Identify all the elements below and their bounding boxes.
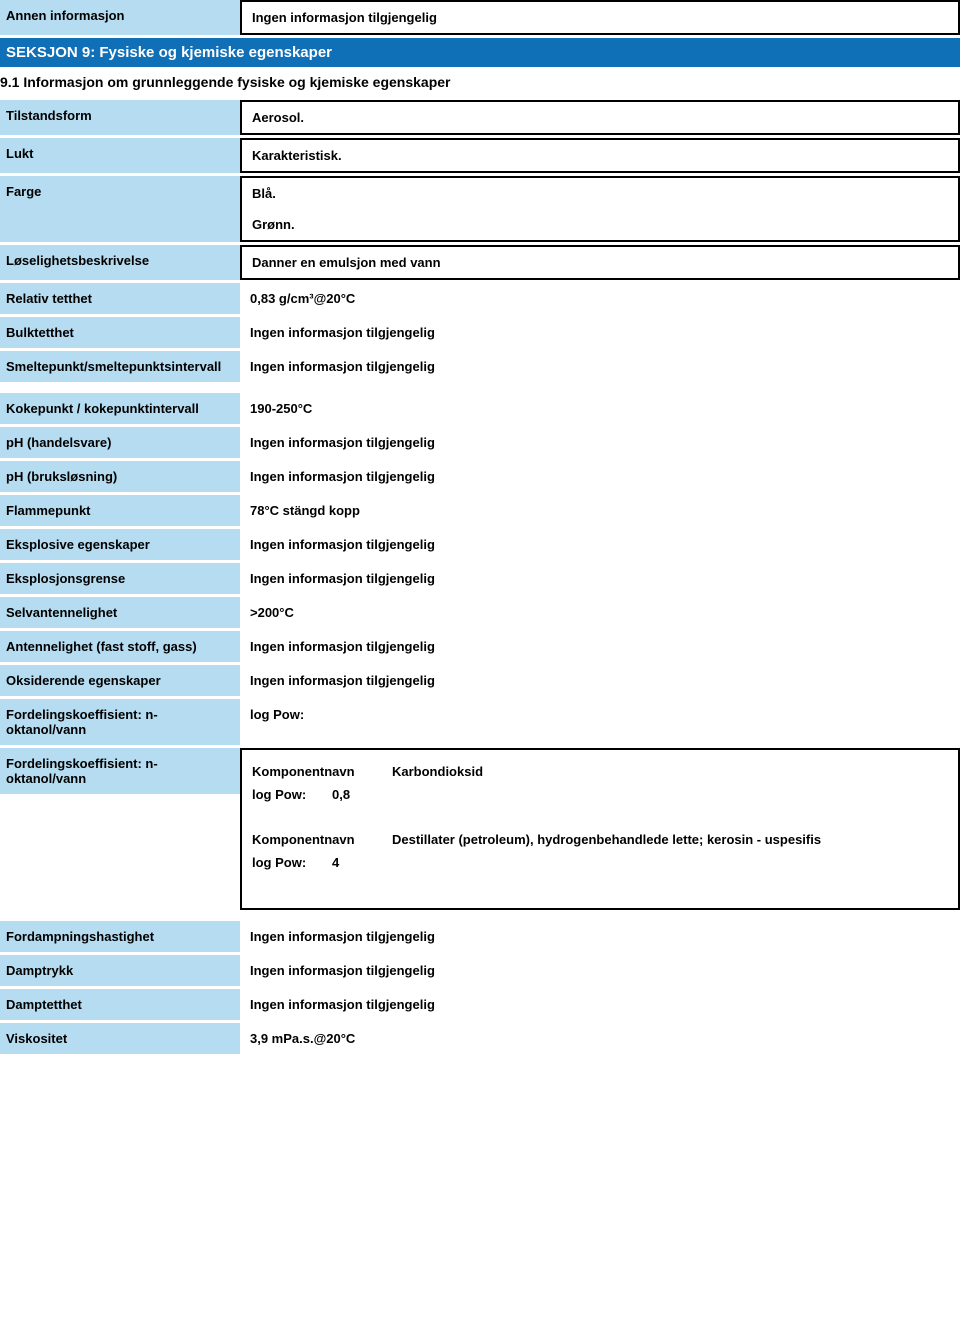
- property-value: Ingen informasjon tilgjengelig: [240, 427, 960, 458]
- property-label: Damptetthet: [0, 989, 240, 1020]
- property-value: Ingen informasjon tilgjengelig: [240, 989, 960, 1020]
- property-label: Løselighetsbeskrivelse: [0, 245, 240, 280]
- property-row: Flammepunkt 78°C stängd kopp: [0, 495, 960, 526]
- property-label: Farge: [0, 176, 240, 242]
- property-label: Viskositet: [0, 1023, 240, 1054]
- property-label: Oksiderende egenskaper: [0, 665, 240, 696]
- property-row: Oksiderende egenskaper Ingen informasjon…: [0, 665, 960, 696]
- property-row: pH (bruksløsning) Ingen informasjon tilg…: [0, 461, 960, 492]
- property-row: Eksplosjonsgrense Ingen informasjon tilg…: [0, 563, 960, 594]
- logpow-value: 4: [332, 855, 948, 870]
- property-label: Bulktetthet: [0, 317, 240, 348]
- component-name: Destillater (petroleum), hydrogenbehandl…: [392, 832, 948, 847]
- property-value-line: Grønn.: [242, 209, 958, 240]
- component-key: Komponentnavn: [252, 832, 392, 847]
- component-key: Komponentnavn: [252, 764, 392, 779]
- property-label: Smeltepunkt/smeltepunktsintervall: [0, 351, 240, 382]
- property-value: Ingen informasjon tilgjengelig: [240, 563, 960, 594]
- property-value: Ingen informasjon tilgjengelig: [240, 665, 960, 696]
- property-value: 190-250°C: [240, 393, 960, 424]
- property-label: Fordelingskoeffisient: n-oktanol/vann: [0, 748, 240, 794]
- property-value-box: Karakteristisk.: [240, 138, 960, 173]
- property-row: Selvantennelighet >200°C: [0, 597, 960, 628]
- property-row: Viskositet 3,9 mPa.s.@20°C: [0, 1023, 960, 1054]
- property-row: Løselighetsbeskrivelse Danner en emulsjo…: [0, 245, 960, 280]
- property-row: Eksplosive egenskaper Ingen informasjon …: [0, 529, 960, 560]
- property-value: >200°C: [240, 597, 960, 628]
- component-name-row: Komponentnavn Karbondioksid: [252, 764, 948, 779]
- property-label: Relativ tetthet: [0, 283, 240, 314]
- property-value: 3,9 mPa.s.@20°C: [240, 1023, 960, 1054]
- property-value-line: Blå.: [242, 178, 958, 209]
- property-row: Farge Blå. Grønn.: [0, 176, 960, 242]
- property-value: Ingen informasjon tilgjengelig: [240, 351, 960, 382]
- property-value: Ingen informasjon tilgjengelig: [240, 529, 960, 560]
- component-group: Komponentnavn Destillater (petroleum), h…: [252, 832, 948, 870]
- property-label: Fordampningshastighet: [0, 921, 240, 952]
- property-label: pH (bruksløsning): [0, 461, 240, 492]
- property-value-box: Aerosol.: [240, 100, 960, 135]
- component-logpow-row: log Pow: 0,8: [252, 787, 948, 802]
- property-label: Flammepunkt: [0, 495, 240, 526]
- component-name: Karbondioksid: [392, 764, 948, 779]
- property-row: Damptrykk Ingen informasjon tilgjengelig: [0, 955, 960, 986]
- property-row: Fordelingskoeffisient: n-oktanol/vann lo…: [0, 699, 960, 745]
- property-row: Fordelingskoeffisient: n-oktanol/vann Ko…: [0, 748, 960, 910]
- component-logpow-row: log Pow: 4: [252, 855, 948, 870]
- property-row: Tilstandsform Aerosol.: [0, 100, 960, 135]
- logpow-key: log Pow:: [252, 787, 332, 802]
- section-header: SEKSJON 9: Fysiske og kjemiske egenskape…: [0, 38, 960, 67]
- property-label: Lukt: [0, 138, 240, 173]
- property-row: Antennelighet (fast stoff, gass) Ingen i…: [0, 631, 960, 662]
- property-row: Bulktetthet Ingen informasjon tilgjengel…: [0, 317, 960, 348]
- property-value: Ingen informasjon tilgjengelig: [240, 921, 960, 952]
- property-label: Selvantennelighet: [0, 597, 240, 628]
- component-group: Komponentnavn Karbondioksid log Pow: 0,8: [252, 764, 948, 802]
- property-row: Fordampningshastighet Ingen informasjon …: [0, 921, 960, 952]
- component-name-row: Komponentnavn Destillater (petroleum), h…: [252, 832, 948, 847]
- property-value: 0,83 g/cm³@20°C: [240, 283, 960, 314]
- property-label: Fordelingskoeffisient: n-oktanol/vann: [0, 699, 240, 745]
- property-value-box: Ingen informasjon tilgjengelig: [240, 0, 960, 35]
- property-label: Antennelighet (fast stoff, gass): [0, 631, 240, 662]
- property-value: log Pow:: [240, 699, 960, 745]
- property-label: Kokepunkt / kokepunktintervall: [0, 393, 240, 424]
- property-row: Kokepunkt / kokepunktintervall 190-250°C: [0, 393, 960, 424]
- property-label: Eksplosive egenskaper: [0, 529, 240, 560]
- property-value: Ingen informasjon tilgjengelig: [240, 631, 960, 662]
- property-label: Tilstandsform: [0, 100, 240, 135]
- property-label: Eksplosjonsgrense: [0, 563, 240, 594]
- property-value-box: Danner en emulsjon med vann: [240, 245, 960, 280]
- property-row: Damptetthet Ingen informasjon tilgjengel…: [0, 989, 960, 1020]
- property-row: Relativ tetthet 0,83 g/cm³@20°C: [0, 283, 960, 314]
- property-row: Annen informasjon Ingen informasjon tilg…: [0, 0, 960, 35]
- subsection-title: 9.1 Informasjon om grunnleggende fysiske…: [0, 70, 960, 100]
- property-label: pH (handelsvare): [0, 427, 240, 458]
- property-row: pH (handelsvare) Ingen informasjon tilgj…: [0, 427, 960, 458]
- property-value: Ingen informasjon tilgjengelig: [240, 955, 960, 986]
- property-row: Lukt Karakteristisk.: [0, 138, 960, 173]
- component-box: Komponentnavn Karbondioksid log Pow: 0,8…: [240, 748, 960, 910]
- logpow-value: 0,8: [332, 787, 948, 802]
- property-value-box: Blå. Grønn.: [240, 176, 960, 242]
- logpow-key: log Pow:: [252, 855, 332, 870]
- property-label: Damptrykk: [0, 955, 240, 986]
- property-label: Annen informasjon: [0, 0, 240, 35]
- property-row: Smeltepunkt/smeltepunktsintervall Ingen …: [0, 351, 960, 382]
- property-value: 78°C stängd kopp: [240, 495, 960, 526]
- property-value: Ingen informasjon tilgjengelig: [240, 461, 960, 492]
- property-value: Ingen informasjon tilgjengelig: [240, 317, 960, 348]
